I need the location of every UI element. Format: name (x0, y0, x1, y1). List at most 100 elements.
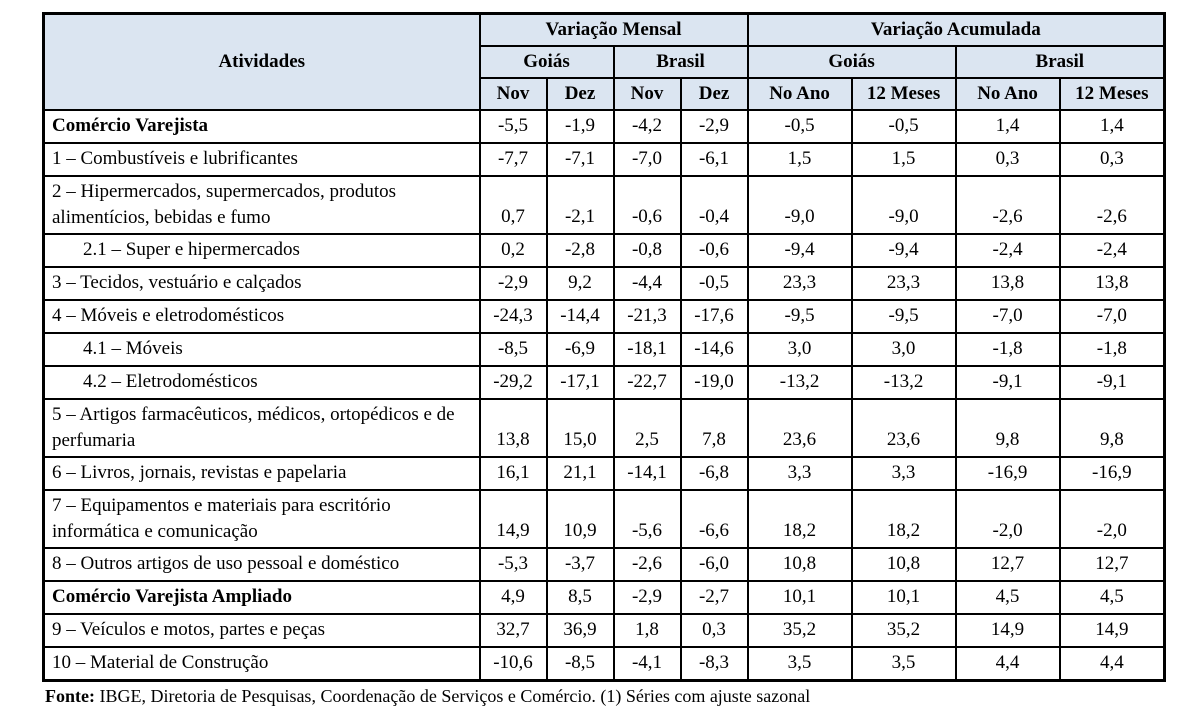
value-cell: 7,8 (679, 397, 749, 458)
value-cell: -6,9 (545, 331, 615, 367)
table-row: 4.2 – Eletrodomésticos -29,2 -17,1 -22,7 -19… (42, 364, 1166, 400)
table-header: Atividades Variação Mensal Variação Acum… (42, 12, 1166, 111)
value-cell: -9,5 (746, 298, 853, 334)
activity-label: 4.1 – Móveis (42, 331, 481, 367)
value-cell: 1,4 (954, 108, 1061, 144)
value-cell: 1,4 (1058, 108, 1166, 144)
table-row: 7 – Equipamentos e materiais para escrit… (42, 488, 1166, 549)
value-cell: 10,1 (850, 579, 957, 615)
value-cell: -4,2 (612, 108, 682, 144)
value-cell: 1,8 (612, 612, 682, 648)
value-cell: -9,0 (746, 174, 853, 235)
activity-label: 2 – Hipermercados, supermercados, produt… (42, 174, 481, 235)
value-cell: -17,6 (679, 298, 749, 334)
group-header-variacao-acumulada: Variação Acumulada (746, 12, 1166, 47)
period-header-noano-goias: No Ano (746, 76, 853, 111)
value-cell: 23,3 (746, 265, 853, 301)
table-row: 8 – Outros artigos de uso pessoal e domé… (42, 546, 1166, 582)
table-row: 6 – Livros, jornais, revistas e papelari… (42, 455, 1166, 491)
value-cell: -3,7 (545, 546, 615, 582)
value-cell: -7,7 (478, 141, 548, 177)
value-cell: -0,5 (679, 265, 749, 301)
value-cell: 0,3 (954, 141, 1061, 177)
value-cell: 23,6 (850, 397, 957, 458)
value-cell: 4,5 (1058, 579, 1166, 615)
value-cell: -6,0 (679, 546, 749, 582)
value-cell: -29,2 (478, 364, 548, 400)
value-cell: -6,1 (679, 141, 749, 177)
value-cell: 8,5 (545, 579, 615, 615)
value-cell: -0,8 (612, 232, 682, 268)
value-cell: 10,9 (545, 488, 615, 549)
value-cell: -13,2 (746, 364, 853, 400)
activity-label: 2.1 – Super e hipermercados (42, 232, 481, 268)
value-cell: 0,2 (478, 232, 548, 268)
value-cell: -2,0 (954, 488, 1061, 549)
source-label: Fonte: (45, 685, 95, 706)
value-cell: -2,9 (612, 579, 682, 615)
value-cell: -18,1 (612, 331, 682, 367)
value-cell: 3,3 (746, 455, 853, 491)
value-cell: -0,6 (679, 232, 749, 268)
value-cell: -21,3 (612, 298, 682, 334)
value-cell: 10,8 (746, 546, 853, 582)
header-row-groups: Atividades Variação Mensal Variação Acum… (42, 12, 1166, 111)
value-cell: 13,8 (478, 397, 548, 458)
value-cell: -2,6 (612, 546, 682, 582)
value-cell: 0,3 (1058, 141, 1166, 177)
value-cell: 4,5 (954, 579, 1061, 615)
value-cell: 13,8 (1058, 265, 1166, 301)
document-page: Atividades Variação Mensal Variação Acum… (42, 12, 1167, 706)
value-cell: 21,1 (545, 455, 615, 491)
activity-label: 4.2 – Eletrodomésticos (42, 364, 481, 400)
value-cell: 10,8 (850, 546, 957, 582)
value-cell: -2,4 (954, 232, 1061, 268)
value-cell: 9,8 (1058, 397, 1166, 458)
variation-table: Atividades Variação Mensal Variação Acum… (42, 12, 1167, 682)
value-cell: -7,0 (1058, 298, 1166, 334)
period-header-nov-goias: Nov (478, 76, 548, 111)
activity-label: 7 – Equipamentos e materiais para escrit… (42, 488, 481, 549)
value-cell: 2,5 (612, 397, 682, 458)
value-cell: 18,2 (850, 488, 957, 549)
value-cell: 3,0 (850, 331, 957, 367)
value-cell: -14,4 (545, 298, 615, 334)
value-cell: -1,8 (954, 331, 1061, 367)
period-header-dez-goias: Dez (545, 76, 615, 111)
value-cell: 12,7 (1058, 546, 1166, 582)
value-cell: 16,1 (478, 455, 548, 491)
region-header-goias-mensal: Goiás (478, 44, 615, 79)
value-cell: 32,7 (478, 612, 548, 648)
table-body: Comércio Varejista -5,5 -1,9 -4,2 -2,9 -0,5 -0… (42, 108, 1166, 681)
value-cell: -8,5 (478, 331, 548, 367)
value-cell: 14,9 (954, 612, 1061, 648)
value-cell: -2,7 (679, 579, 749, 615)
value-cell: -9,1 (1058, 364, 1166, 400)
value-cell: -22,7 (612, 364, 682, 400)
source-text: IBGE, Diretoria de Pesquisas, Coordenaçã… (94, 685, 811, 706)
period-header-12meses-brasil: 12 Meses (1058, 76, 1166, 111)
value-cell: -1,9 (545, 108, 615, 144)
group-header-variacao-mensal: Variação Mensal (478, 12, 749, 47)
table-row: 4 – Móveis e eletrodomésticos -24,3 -14,4-… (42, 298, 1166, 334)
value-cell: -0,5 (850, 108, 957, 144)
value-cell: -2,4 (1058, 232, 1166, 268)
table-row: Comércio Varejista Ampliado 4,9 8,5 -2,9 -2,… (42, 579, 1166, 615)
value-cell: -7,0 (954, 298, 1061, 334)
table-row: 9 – Veículos e motos, partes e peças 32,7… (42, 612, 1166, 648)
value-cell: 10,1 (746, 579, 853, 615)
value-cell: -9,5 (850, 298, 957, 334)
value-cell: 1,5 (850, 141, 957, 177)
value-cell: -4,4 (612, 265, 682, 301)
value-cell: -16,9 (1058, 455, 1166, 491)
value-cell: -9,1 (954, 364, 1061, 400)
value-cell: 23,6 (746, 397, 853, 458)
activity-label: 5 – Artigos farmacêuticos, médicos, orto… (42, 397, 481, 458)
value-cell: -9,4 (850, 232, 957, 268)
table-row: 2.1 – Super e hipermercados 0,2 -2,8 -0,8 -0… (42, 232, 1166, 268)
value-cell: -2,0 (1058, 488, 1166, 549)
value-cell: -0,6 (612, 174, 682, 235)
table-row: 5 – Artigos farmacêuticos, médicos, orto… (42, 397, 1166, 458)
value-cell: -2,1 (545, 174, 615, 235)
value-cell: -5,5 (478, 108, 548, 144)
